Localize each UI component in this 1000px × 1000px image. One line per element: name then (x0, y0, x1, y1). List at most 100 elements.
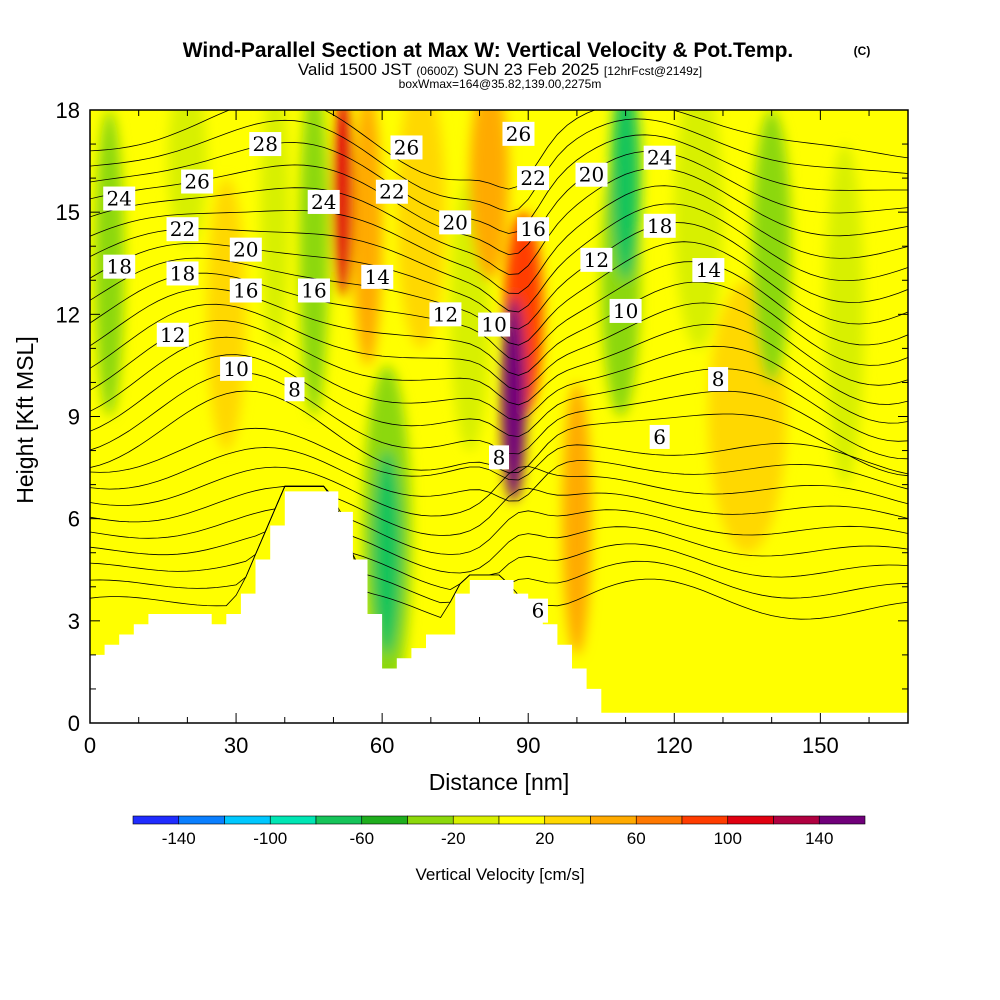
svg-text:20: 20 (442, 210, 467, 234)
svg-text:12: 12 (433, 302, 458, 326)
svg-text:6: 6 (532, 599, 545, 623)
contour-label: 26 (390, 135, 423, 160)
w-feature (299, 110, 329, 417)
contour-label: 6 (649, 424, 670, 449)
plot-area: 28 26 24 22 20 18 18 16 16 24 14 26 22 20 12 12 10 8 26 22 1… (90, 110, 908, 723)
theta-contour (90, 203, 908, 313)
svg-text:20: 20 (579, 163, 604, 187)
svg-text:12: 12 (584, 248, 609, 272)
theta-contour (90, 261, 908, 362)
svg-text:12: 12 (160, 323, 185, 347)
svg-text:26: 26 (394, 135, 419, 159)
colorbar-swatch (132, 815, 180, 825)
x-tick-label: 0 (84, 733, 96, 758)
w-feature (469, 110, 509, 281)
svg-text:10: 10 (613, 299, 638, 323)
svg-text:26: 26 (184, 170, 209, 194)
theta-contour (90, 118, 908, 213)
contour-label: 8 (284, 377, 305, 402)
colorbar-swatch (315, 815, 363, 825)
contour-label: 20 (439, 210, 472, 235)
theta-contour (90, 167, 908, 275)
theta-contour (90, 110, 908, 190)
svg-text:16: 16 (301, 278, 326, 302)
svg-text:18: 18 (170, 261, 195, 285)
contour-label: 18 (103, 254, 136, 279)
colorbar-swatch (178, 815, 225, 825)
svg-text:22: 22 (170, 217, 195, 241)
svg-text:8: 8 (493, 445, 506, 469)
x-tick-label: 60 (370, 733, 394, 758)
y-tick-label: 12 (56, 302, 80, 327)
x-axis: 0 30 60 90 120 150 (84, 110, 870, 758)
y-axis-label: Height [Kft MSL] (12, 336, 38, 503)
colorbar-tick-label: -140 (162, 829, 196, 848)
colorbar-label: Vertical Velocity [cm/s] (415, 865, 584, 884)
svg-text:24: 24 (647, 146, 672, 170)
svg-text:20: 20 (233, 238, 258, 262)
svg-text:14: 14 (365, 265, 390, 289)
valid-time: Valid 1500 JST (298, 60, 412, 79)
y-tick-label: 18 (56, 98, 80, 123)
theta-contour (90, 134, 908, 234)
svg-text:28: 28 (253, 132, 278, 156)
w-feature (562, 382, 592, 655)
x-tick-label: 120 (656, 733, 693, 758)
contour-label: 14 (361, 264, 394, 289)
contour-label: 16 (517, 217, 550, 242)
svg-text:18: 18 (647, 214, 672, 238)
contour-label: 8 (708, 367, 729, 392)
theta-contour (90, 354, 908, 442)
contour-label: 24 (103, 186, 136, 211)
theta-contour (90, 465, 908, 517)
contour-label: 18 (166, 261, 199, 286)
theta-contour (90, 427, 908, 481)
theta-contour (90, 151, 908, 256)
colorbar-swatch (727, 815, 774, 825)
contour-label: 6 (527, 598, 548, 623)
svg-text:22: 22 (379, 180, 404, 204)
colorbar-tick-label: 140 (805, 829, 833, 848)
chart-title: Wind-Parallel Section at Max W: Vertical… (183, 39, 794, 62)
x-tick-label: 90 (516, 733, 540, 758)
svg-text:10: 10 (223, 357, 248, 381)
valid-date: SUN 23 Feb 2025 (463, 60, 599, 79)
colorbar-swatch (635, 815, 683, 825)
svg-text:16: 16 (233, 278, 258, 302)
theta-contour (90, 485, 908, 574)
theta-contour (90, 320, 908, 406)
contour-label: 26 (502, 122, 535, 146)
y-tick-label: 3 (68, 609, 80, 634)
contour-label: 8 (489, 445, 509, 470)
colorbar-swatch (269, 815, 317, 825)
svg-text:10: 10 (481, 313, 506, 337)
pot-temp-contours (90, 110, 908, 620)
theta-contour (90, 485, 908, 604)
svg-text:8: 8 (712, 367, 725, 391)
y-tick-label: 0 (68, 711, 80, 736)
colorbar-tick-label: 20 (535, 829, 554, 848)
vertical-velocity-field (94, 110, 865, 706)
colorbar-swatch (681, 815, 729, 825)
y-axis: 0 3 6 9 12 15 18 (56, 98, 908, 736)
chart-subtitle: Valid 1500 JST (0600Z) SUN 23 Feb 2025 [… (298, 60, 702, 79)
contour-label: 12 (580, 247, 613, 272)
colorbar-swatch (407, 815, 454, 825)
svg-text:6: 6 (653, 425, 666, 449)
w-feature (610, 110, 641, 281)
box-info: boxWmax=164@35.82,139.00,2275m (399, 77, 602, 91)
contour-label: 20 (575, 162, 608, 187)
colorbar-swatch (773, 815, 820, 825)
colorbar-swatch (452, 815, 500, 825)
svg-text:22: 22 (520, 166, 545, 190)
colorbar-tick-label: -100 (253, 829, 287, 848)
contour-label: 24 (307, 189, 340, 214)
theta-contour (90, 485, 908, 555)
y-tick-label: 6 (68, 507, 80, 532)
contour-label: 10 (220, 356, 253, 381)
theta-contour (90, 336, 908, 424)
theta-contour (90, 485, 908, 536)
w-feature (674, 110, 723, 349)
x-tick-label: 30 (224, 733, 248, 758)
colorbar-tick-label: 100 (714, 829, 742, 848)
